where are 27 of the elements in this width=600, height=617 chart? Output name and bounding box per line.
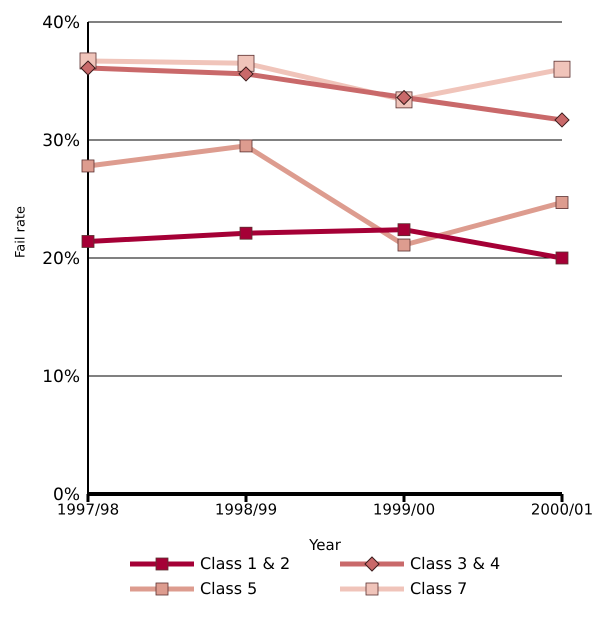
y-axis-title: Fail rate bbox=[14, 206, 29, 258]
point bbox=[554, 60, 570, 78]
x-tick-label: 1999/00 bbox=[372, 500, 436, 519]
x-axis-title: Year bbox=[308, 536, 342, 554]
legend-label: Class 3 & 4 bbox=[410, 554, 500, 573]
x-tick-label: 1997/98 bbox=[56, 500, 120, 519]
x-tick-label: 1998/99 bbox=[214, 500, 278, 519]
y-tick-label: 40% bbox=[42, 13, 80, 34]
point bbox=[80, 60, 96, 76]
x-tick-label: 2000/01 bbox=[530, 500, 594, 519]
y-tick-label: 20% bbox=[42, 249, 80, 270]
point bbox=[398, 223, 410, 236]
point bbox=[238, 66, 254, 82]
point bbox=[82, 160, 94, 172]
point bbox=[240, 226, 252, 240]
y-tick-label: 30% bbox=[42, 131, 80, 152]
legend-label: Class 1 & 2 bbox=[200, 554, 290, 573]
point bbox=[240, 140, 252, 152]
y-tick-label: 10% bbox=[42, 367, 80, 388]
point bbox=[396, 90, 412, 106]
legend-label: Class 7 bbox=[410, 579, 468, 598]
point bbox=[556, 196, 568, 209]
point bbox=[556, 252, 568, 264]
point bbox=[82, 235, 94, 248]
point bbox=[554, 112, 570, 128]
point bbox=[398, 238, 410, 252]
legend-label: Class 5 bbox=[200, 579, 258, 598]
